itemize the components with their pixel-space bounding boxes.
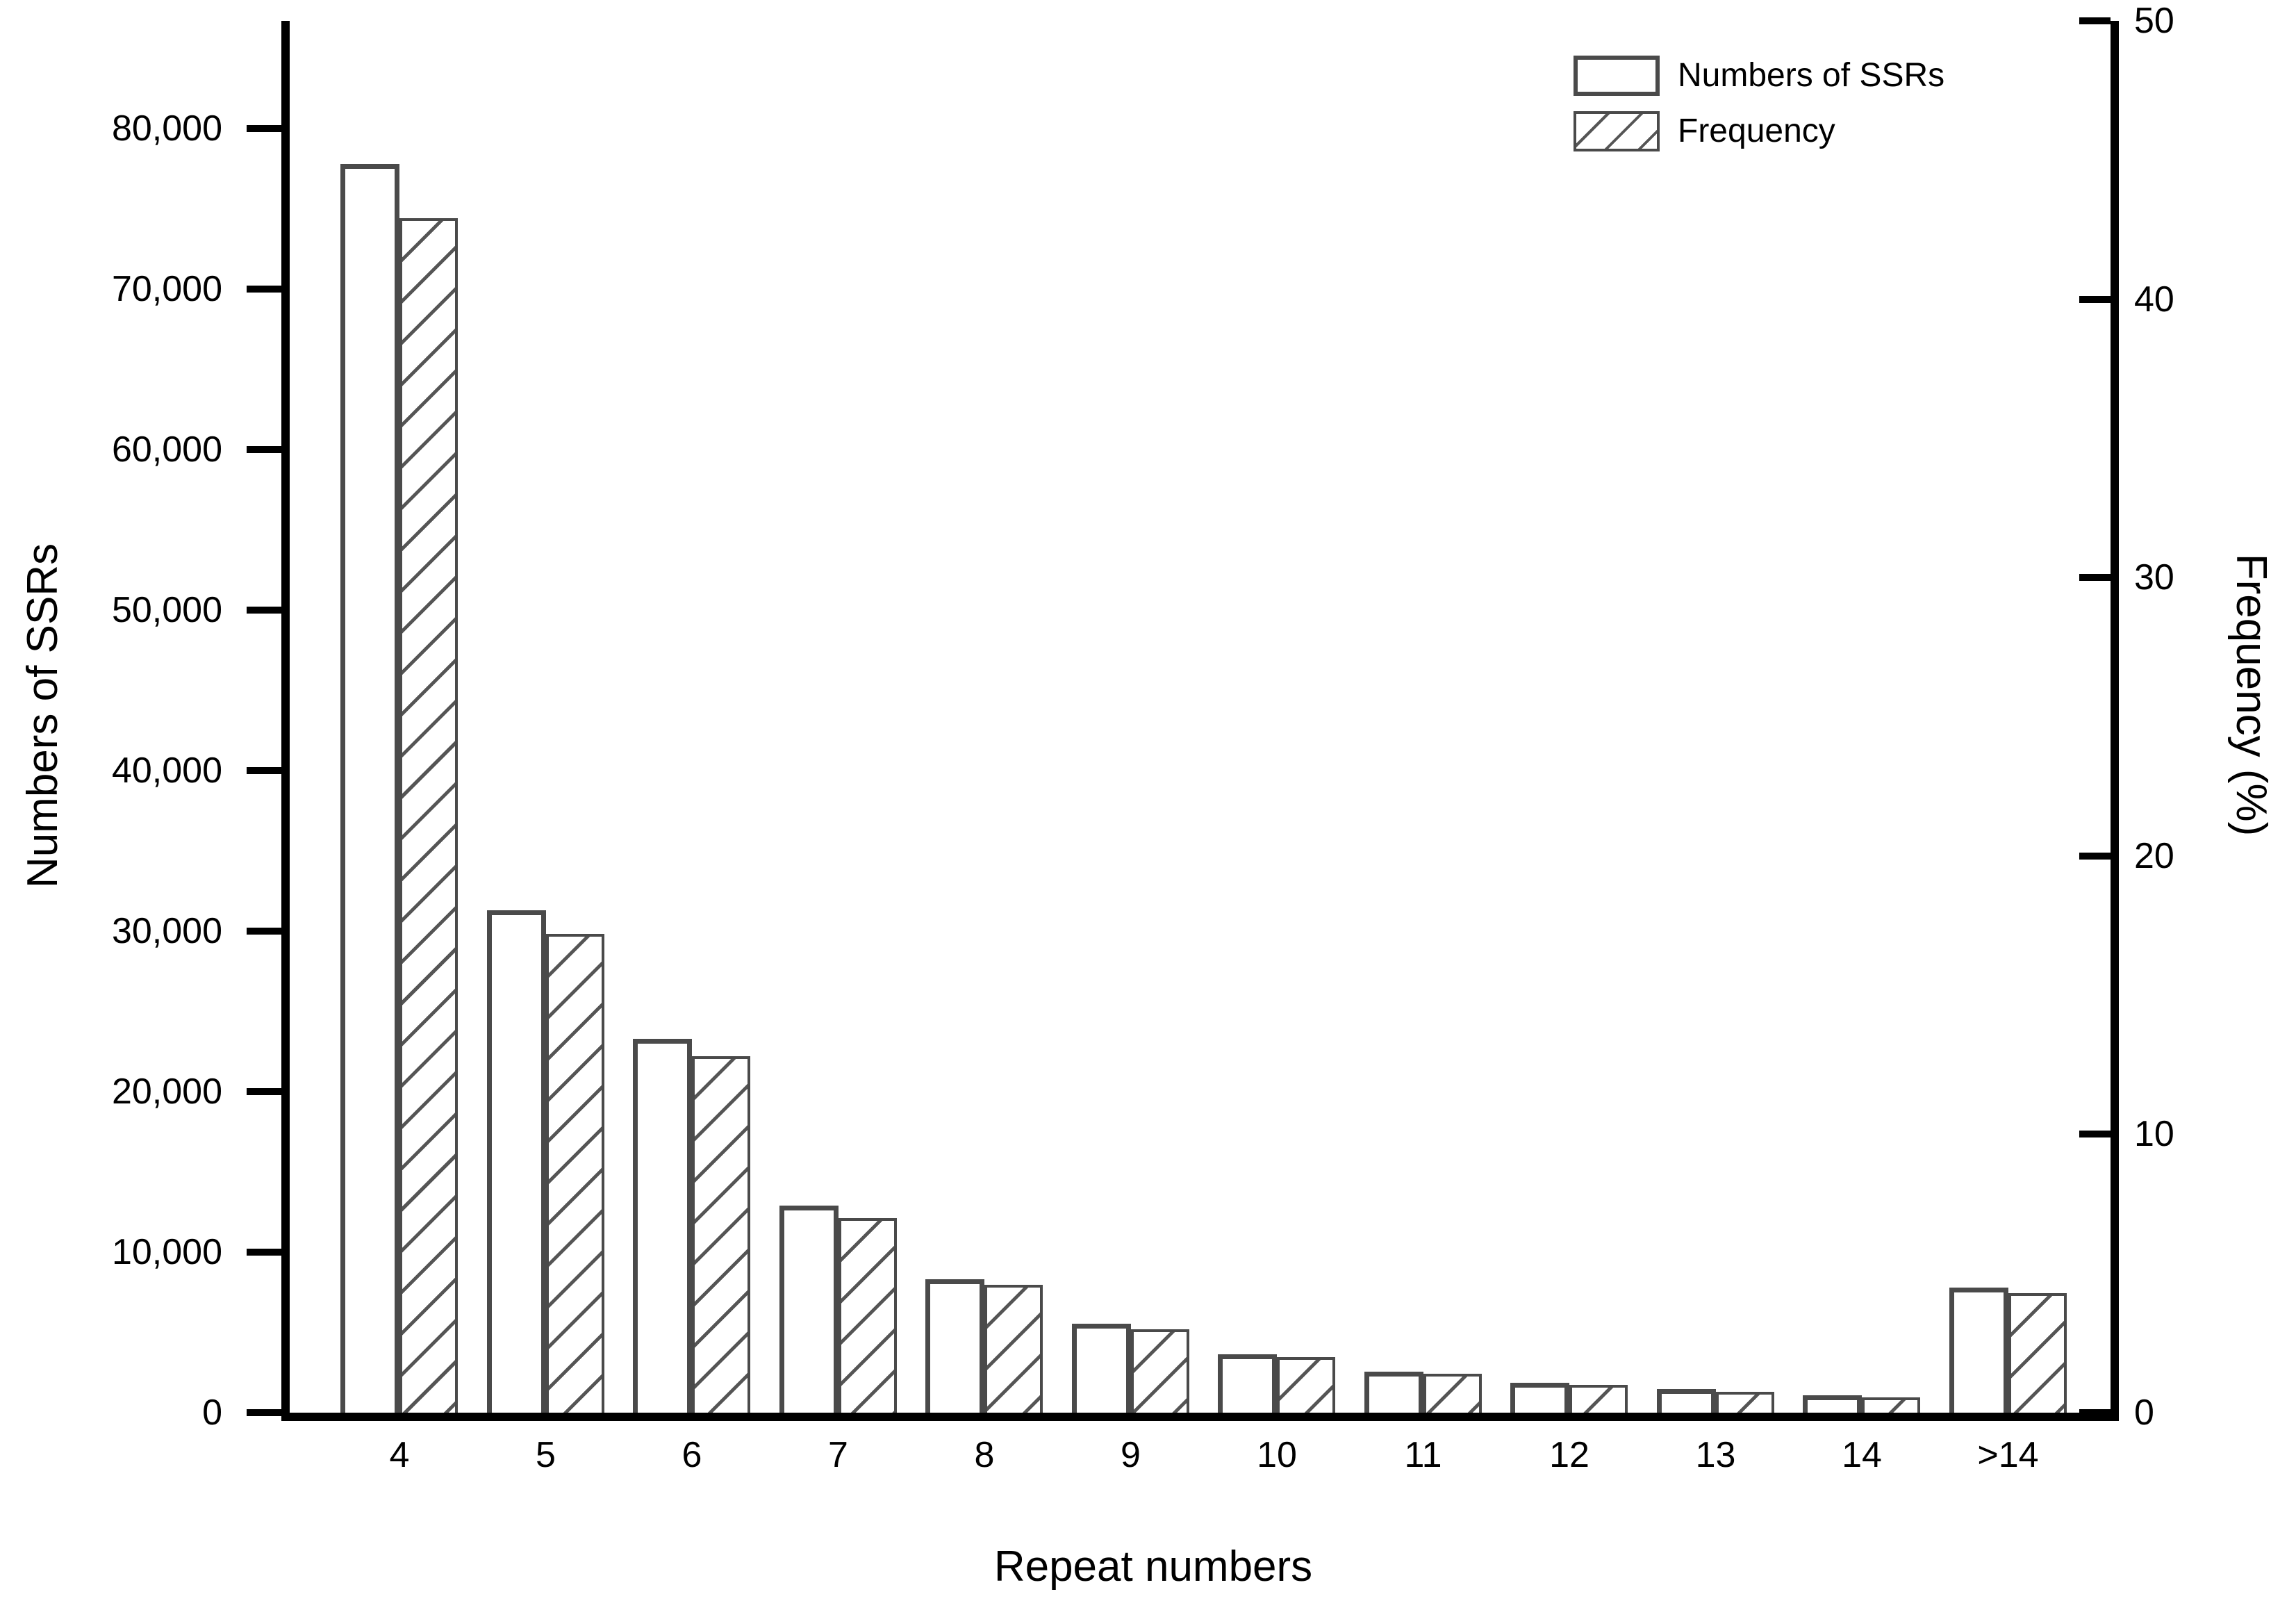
bar-ssr-count-7: [779, 1206, 839, 1413]
legend-swatch-plain-bar: [1574, 56, 1660, 96]
right-axis-tick-40: [2079, 295, 2111, 303]
x-axis-tick-label->14: >14: [1977, 1435, 2039, 1475]
left-axis-tick-50000: [247, 607, 290, 614]
bar-frequency-6: [692, 1056, 750, 1413]
bar-frequency-4: [399, 218, 458, 1413]
bar-frequency-13: [1715, 1391, 1774, 1413]
x-axis-tick-label-14: 14: [1842, 1435, 1882, 1475]
right-axis-tick-20: [2079, 852, 2111, 860]
right-axis-tick-label-0: 0: [2134, 1393, 2154, 1433]
x-axis-tick-label-13: 13: [1695, 1435, 1736, 1475]
bar-ssr-count-8: [925, 1279, 984, 1413]
right-axis-line: [2111, 21, 2119, 1421]
x-axis-title: Repeat numbers: [993, 1543, 1313, 1591]
legend-item-frequency: Frequency: [1574, 111, 1944, 151]
bar-frequency-8: [984, 1284, 1043, 1413]
bar-ssr-count-14: [1803, 1395, 1862, 1413]
bar-frequency-9: [1130, 1329, 1189, 1413]
bar-ssr-count-5: [486, 910, 546, 1413]
legend-item-numbers-of-ssrs: Numbers of SSRs: [1574, 56, 1944, 96]
bar-frequency->14: [2008, 1292, 2067, 1413]
left-axis-tick-0: [247, 1409, 290, 1416]
x-axis-tick-label-6: 6: [682, 1435, 702, 1475]
bar-ssr-count-10: [1218, 1354, 1277, 1413]
right-axis-tick-label-20: 20: [2134, 835, 2174, 876]
bar-ssr-count-13: [1656, 1389, 1716, 1413]
right-axis-tick-0: [2079, 1409, 2111, 1416]
right-axis-tick-30: [2079, 574, 2111, 582]
left-axis-tick-label-40000: 40,000: [111, 750, 222, 791]
left-axis-tick-label-10000: 10,000: [111, 1232, 222, 1272]
right-axis-tick-label-10: 10: [2134, 1114, 2174, 1155]
bar-frequency-11: [1423, 1373, 1482, 1413]
right-axis-tick-label-50: 50: [2134, 1, 2174, 41]
x-axis-tick-label-7: 7: [828, 1435, 848, 1475]
bar-ssr-count-9: [1071, 1323, 1131, 1413]
right-axis-tick-10: [2079, 1131, 2111, 1138]
bar-ssr-count-4: [340, 163, 399, 1413]
x-axis-tick-label-10: 10: [1257, 1435, 1297, 1475]
x-axis-tick-label-11: 11: [1404, 1435, 1442, 1475]
left-axis-tick-label-30000: 30,000: [111, 911, 222, 951]
left-axis-tick-label-20000: 20,000: [111, 1071, 222, 1112]
left-axis-tick-80000: [247, 125, 290, 132]
x-axis-tick-label-4: 4: [389, 1435, 410, 1475]
x-axis-tick-label-12: 12: [1549, 1435, 1589, 1475]
x-axis-tick-label-8: 8: [974, 1435, 995, 1475]
bar-frequency-5: [545, 933, 604, 1413]
bar-frequency-12: [1569, 1384, 1628, 1413]
bar-ssr-count-6: [633, 1038, 692, 1413]
legend-label-numbers-of-ssrs: Numbers of SSRs: [1678, 57, 1945, 94]
right-axis-title: Frequency (%): [2227, 553, 2275, 837]
legend-label-frequency: Frequency: [1678, 113, 1835, 149]
left-axis-tick-label-0: 0: [202, 1393, 222, 1433]
left-axis-tick-40000: [247, 767, 290, 774]
x-axis-tick-label-9: 9: [1121, 1435, 1141, 1475]
left-axis-line: [281, 21, 290, 1421]
left-axis-tick-label-80000: 80,000: [111, 108, 222, 149]
left-axis-tick-20000: [247, 1088, 290, 1095]
legend-swatch-hatched-bar: [1574, 111, 1660, 151]
x-axis-line: [281, 1413, 2119, 1421]
bar-ssr-count->14: [1949, 1287, 2008, 1413]
left-axis-tick-10000: [247, 1249, 290, 1256]
left-axis-tick-label-70000: 70,000: [111, 269, 222, 309]
bar-ssr-count-11: [1364, 1372, 1423, 1413]
right-axis-tick-label-30: 30: [2134, 557, 2174, 598]
x-axis-tick-label-5: 5: [536, 1435, 556, 1475]
bar-frequency-7: [838, 1217, 897, 1413]
left-axis-tick-30000: [247, 928, 290, 935]
legend: Numbers of SSRs Frequency: [1574, 56, 1944, 151]
left-axis-tick-label-60000: 60,000: [111, 429, 222, 470]
right-axis-tick-50: [2079, 17, 2111, 24]
bar-frequency-10: [1277, 1356, 1335, 1413]
bar-frequency-14: [1862, 1397, 1920, 1413]
left-axis-title: Numbers of SSRs: [19, 543, 67, 889]
right-axis-tick-label-40: 40: [2134, 279, 2174, 320]
left-axis-tick-60000: [247, 446, 290, 453]
left-axis-tick-label-50000: 50,000: [111, 590, 222, 630]
left-axis-tick-70000: [247, 286, 290, 293]
bar-ssr-count-12: [1510, 1383, 1569, 1413]
